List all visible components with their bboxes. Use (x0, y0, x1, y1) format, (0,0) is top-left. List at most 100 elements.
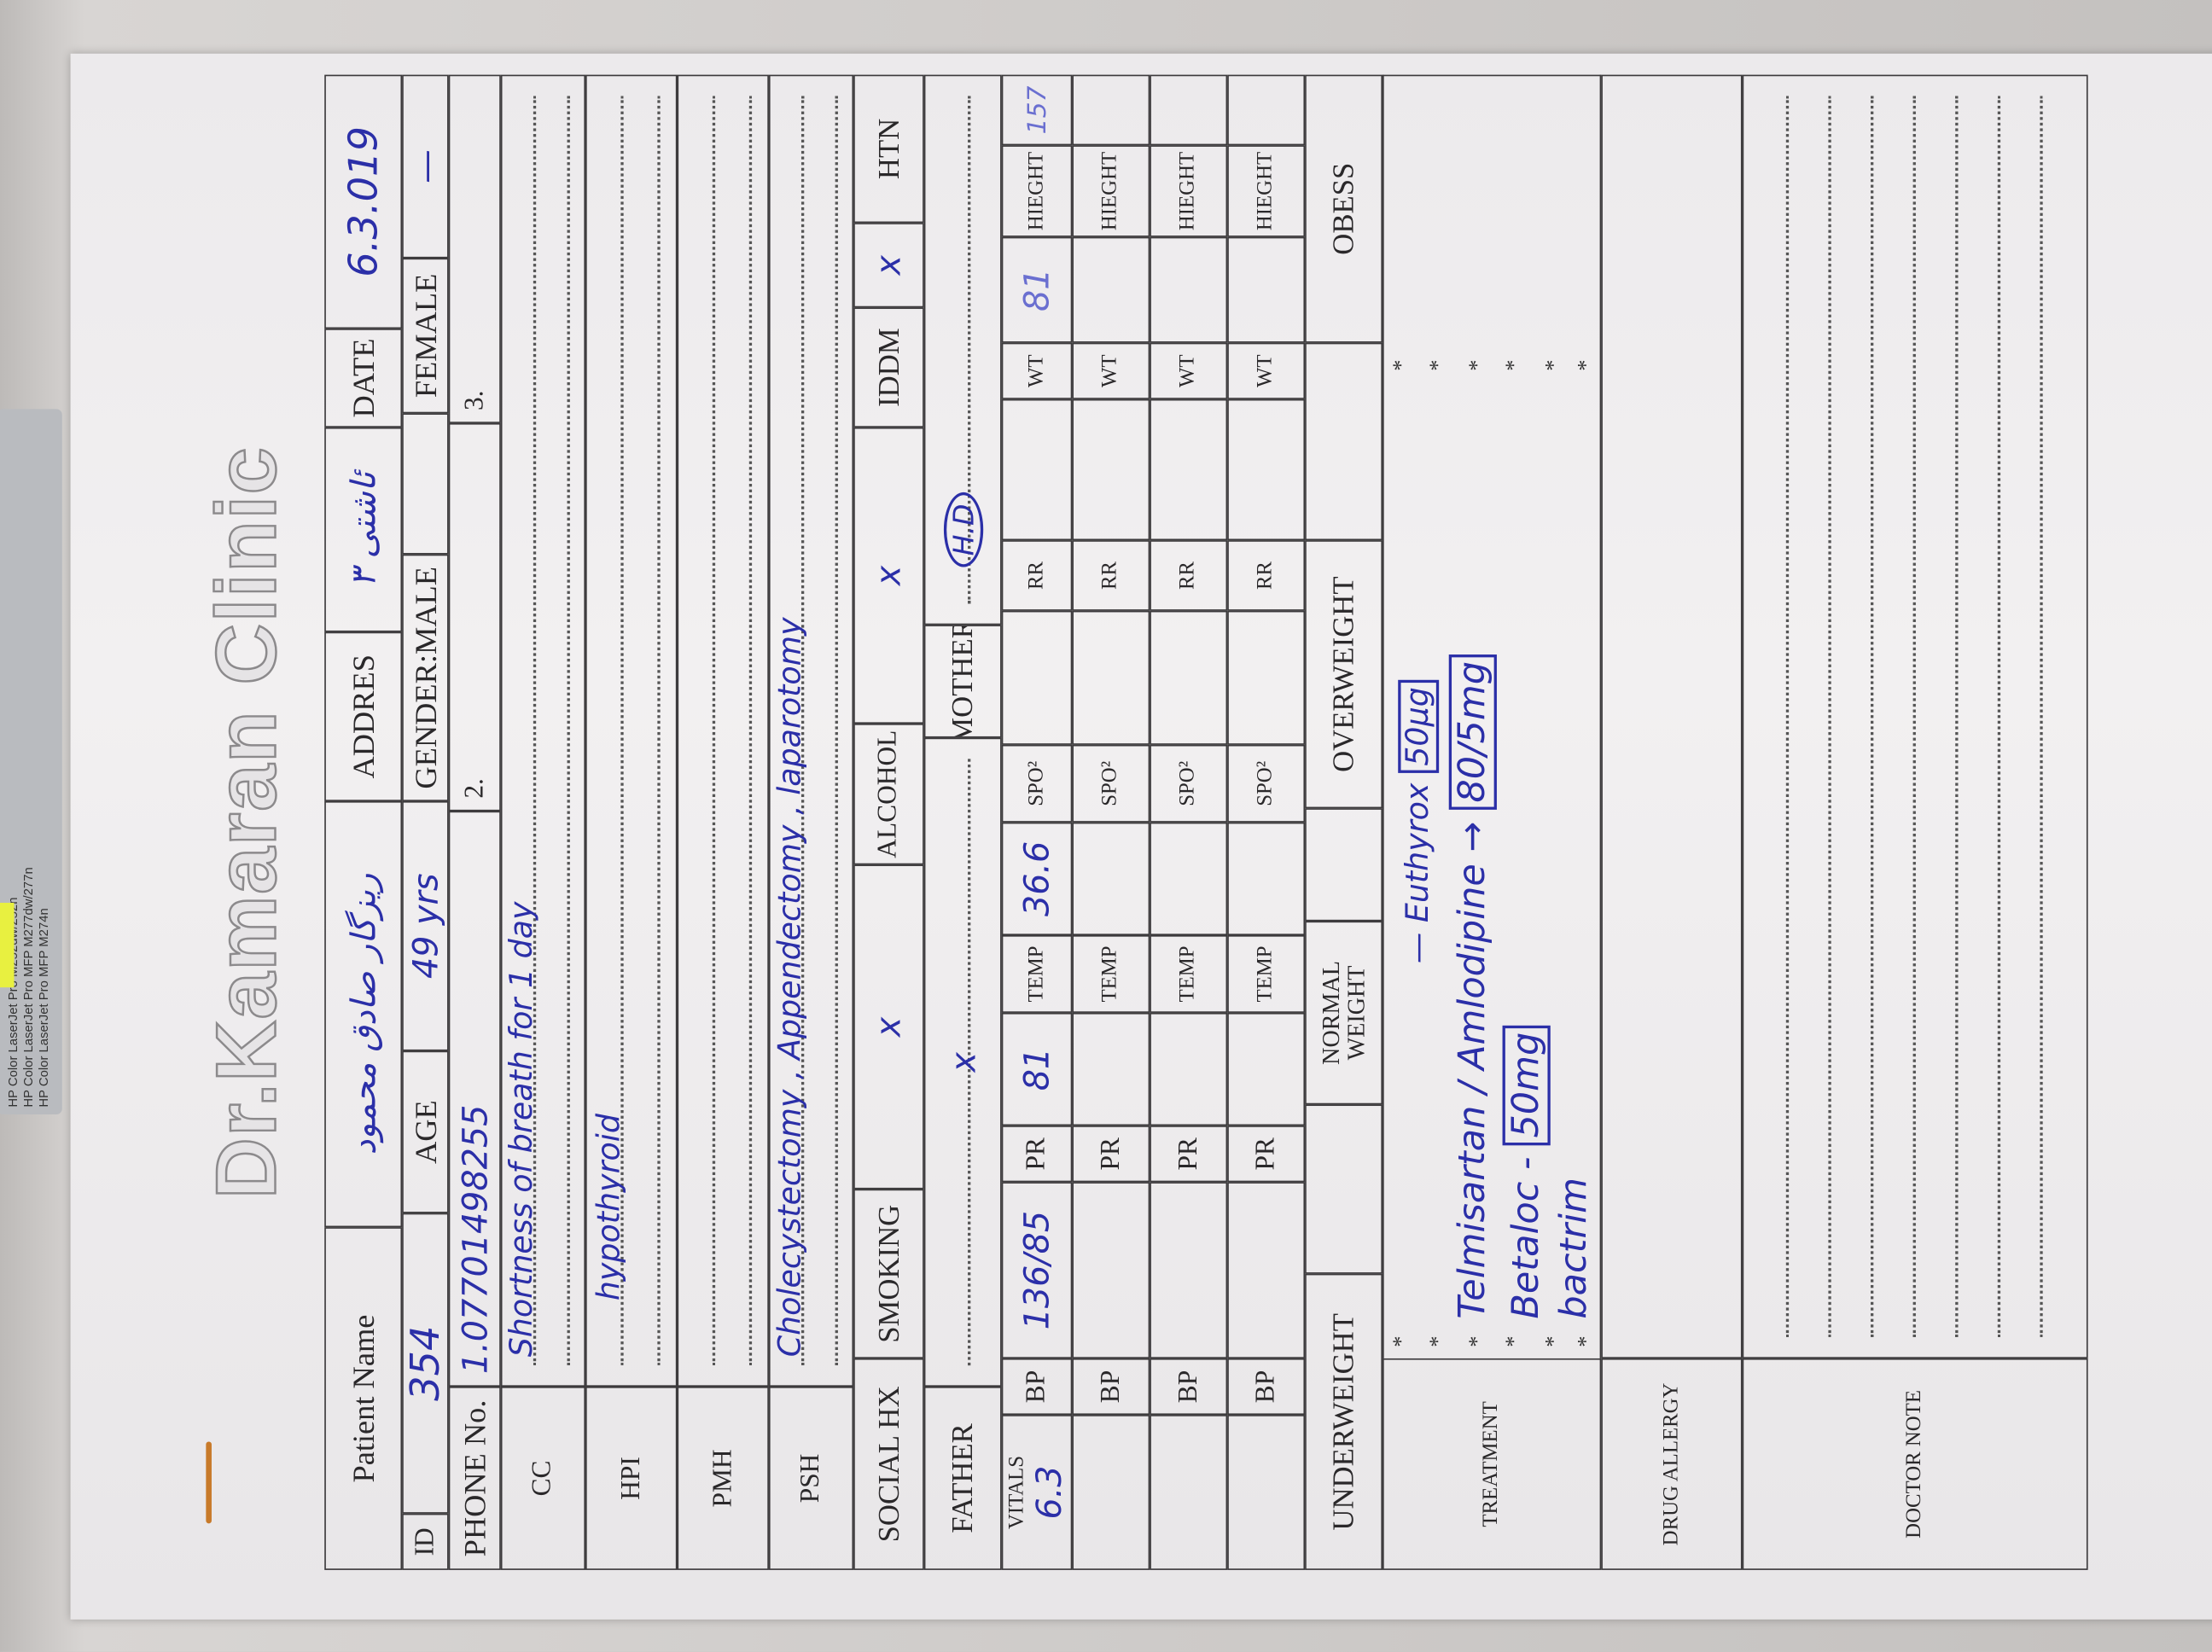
treatment-item: Betaloc - 50mg (1502, 1025, 1551, 1319)
address-value[interactable]: ئاشتى ٣ (324, 427, 403, 632)
date-value[interactable]: 6.3.019 (324, 74, 403, 329)
height-value[interactable] (1227, 74, 1306, 146)
rr-label: RR (1001, 540, 1073, 611)
phone-value[interactable]: 1.07701498255 (448, 811, 501, 1387)
rr-value[interactable] (1001, 398, 1073, 541)
height-value[interactable] (1150, 74, 1228, 146)
wt-value[interactable] (1150, 236, 1228, 343)
drug-allergy-field[interactable] (1601, 74, 1743, 1358)
gender-female-mark[interactable]: — (402, 74, 449, 259)
underweight-box[interactable] (1305, 1104, 1383, 1274)
drug-allergy-label: DRUG ALLERGY (1601, 1358, 1743, 1570)
bp-label: BP (1072, 1358, 1150, 1416)
pr-value[interactable] (1227, 1012, 1306, 1126)
normal-weight-box[interactable] (1305, 808, 1383, 922)
rr-value[interactable] (1227, 398, 1306, 541)
staple (206, 1441, 212, 1524)
height-label: HIEGHT (1227, 145, 1306, 237)
spo2-value[interactable] (1072, 610, 1150, 745)
rr-value[interactable] (1150, 398, 1228, 541)
temp-value[interactable]: 36.6 (1001, 822, 1073, 936)
temp-value[interactable] (1227, 822, 1306, 936)
id-value[interactable]: 354 (402, 1213, 449, 1514)
father-field[interactable]: x (923, 737, 1002, 1387)
age-value[interactable]: 49 yrs (402, 800, 449, 1051)
printer-label: HP Color LaserJet Pro M252dw/252n HP Col… (0, 409, 62, 1114)
mother-field[interactable]: H.D (923, 74, 1002, 625)
psh-label: PSH (768, 1386, 854, 1570)
phone-3-field[interactable]: 3. (448, 74, 501, 423)
iddm-label: IDDM (853, 307, 924, 428)
vitals-label-cell: VITALS 6.3 (1001, 1415, 1073, 1570)
gender-male-label[interactable]: GENDER:MALE (402, 554, 449, 801)
vitals-date-cell[interactable] (1227, 1415, 1306, 1570)
temp-label: TEMP (1001, 935, 1073, 1013)
wt-value[interactable] (1072, 236, 1150, 343)
spo2-value[interactable] (1227, 610, 1306, 745)
pmh-field[interactable] (677, 74, 769, 1387)
hpi-field[interactable]: hypothyroid (585, 74, 678, 1387)
clinic-title: Dr.Kamaran Clinic (198, 445, 294, 1200)
mother-value: H.D (943, 492, 983, 567)
alcohol-value[interactable]: x (853, 427, 924, 724)
patient-name-label: Patient Name (324, 1227, 403, 1570)
rr-value[interactable] (1072, 398, 1150, 541)
vitals-date-cell[interactable] (1150, 1415, 1228, 1570)
bp-value[interactable] (1072, 1182, 1150, 1358)
iddm-value[interactable]: x (853, 223, 924, 308)
bp-label: BP (1150, 1358, 1228, 1416)
father-value: x (943, 1052, 983, 1073)
address-label: ADDRES (324, 631, 403, 801)
vitals-date[interactable]: 6.3 (1028, 1465, 1069, 1520)
pmh-label: PMH (677, 1386, 769, 1570)
spo2-value[interactable] (1001, 610, 1073, 745)
overweight-box[interactable] (1305, 342, 1383, 541)
rr-label: RR (1150, 540, 1228, 611)
bp-label: BP (1001, 1358, 1073, 1416)
psh-field[interactable]: Cholecystectomy , Appendectomy , laparot… (768, 74, 854, 1387)
pr-value[interactable] (1072, 1012, 1150, 1126)
bp-value[interactable]: 136/85 (1001, 1182, 1073, 1358)
bp-value[interactable] (1227, 1182, 1306, 1358)
height-value[interactable]: 157 (1001, 74, 1073, 146)
phone-2-field[interactable]: 2. (448, 422, 501, 811)
wt-value[interactable]: 81 (1001, 236, 1073, 343)
wt-label: WT (1227, 342, 1306, 399)
printer-label-text: HP Color LaserJet Pro M252dw/252n HP Col… (5, 867, 51, 1108)
treatment-item: bactrim (1553, 1178, 1596, 1319)
gender-female-label[interactable]: FEMALE (402, 258, 449, 414)
id-label: ID (402, 1513, 449, 1570)
height-label: HIEGHT (1072, 145, 1150, 237)
gender-male-box[interactable] (402, 413, 449, 555)
wt-value[interactable] (1227, 236, 1306, 343)
overweight-label: OVERWEIGHT (1305, 540, 1383, 809)
bp-value[interactable] (1150, 1182, 1228, 1358)
psh-value: Cholecystectomy , Appendectomy , laparot… (772, 617, 809, 1358)
treatment-item: — Euthyrox 50µg (1398, 679, 1440, 963)
spo2-label: SPO² (1227, 744, 1306, 823)
treatment-field[interactable]: * * * * * * * * * * * * — Euthyrox 50µg Telmisar… (1382, 74, 1602, 1358)
pr-label: PR (1150, 1126, 1228, 1183)
height-label: HIEGHT (1001, 145, 1073, 237)
phone-label: PHONE No. (448, 1386, 501, 1570)
pr-value[interactable] (1150, 1012, 1228, 1126)
doctor-note-field[interactable] (1742, 74, 2088, 1358)
clinic-form-paper (70, 53, 2212, 1620)
patient-name-value[interactable]: ريزگار صادق محمود (324, 800, 403, 1228)
doctor-note-label: DOCTOR NOTE (1742, 1358, 2088, 1570)
temp-label: TEMP (1227, 935, 1306, 1013)
cc-field[interactable]: Shortness of breath for 1 day (500, 74, 586, 1387)
temp-value[interactable] (1072, 822, 1150, 936)
htn-label: HTN (853, 74, 924, 224)
temp-label: TEMP (1150, 935, 1228, 1013)
cc-value: Shortness of breath for 1 day (504, 901, 541, 1358)
temp-value[interactable] (1150, 822, 1228, 936)
temp-label: TEMP (1072, 935, 1150, 1013)
vitals-date-cell[interactable] (1072, 1415, 1150, 1570)
spo2-value[interactable] (1150, 610, 1228, 745)
spo2-label: SPO² (1001, 744, 1073, 823)
father-label: FATHER (923, 1386, 1002, 1570)
smoking-value[interactable]: x (853, 864, 924, 1190)
height-value[interactable] (1072, 74, 1150, 146)
pr-value[interactable]: 81 (1001, 1012, 1073, 1126)
